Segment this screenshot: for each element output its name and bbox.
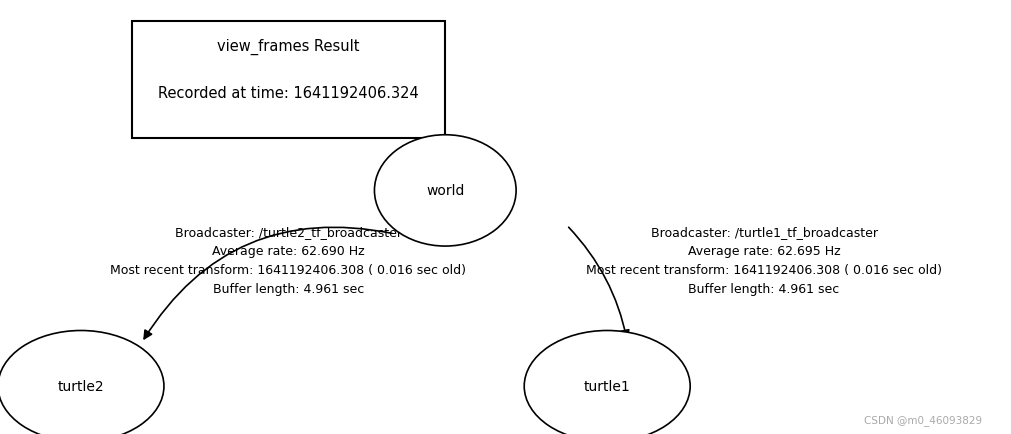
FancyBboxPatch shape — [131, 22, 445, 139]
Text: CSDN @m0_46093829: CSDN @m0_46093829 — [862, 414, 981, 425]
Text: turtle2: turtle2 — [58, 379, 104, 393]
Text: world: world — [426, 184, 464, 198]
FancyArrowPatch shape — [568, 228, 628, 339]
Text: Broadcaster: /turtle1_tf_broadcaster
Average rate: 62.695 Hz
Most recent transfo: Broadcaster: /turtle1_tf_broadcaster Ave… — [585, 226, 941, 295]
Ellipse shape — [0, 331, 164, 434]
Ellipse shape — [374, 135, 516, 247]
Ellipse shape — [524, 331, 690, 434]
Text: Recorded at time: 1641192406.324: Recorded at time: 1641192406.324 — [158, 86, 419, 101]
Text: Broadcaster: /turtle2_tf_broadcaster
Average rate: 62.690 Hz
Most recent transfo: Broadcaster: /turtle2_tf_broadcaster Ave… — [110, 226, 466, 295]
Text: turtle1: turtle1 — [583, 379, 630, 393]
FancyArrowPatch shape — [144, 228, 391, 339]
Text: view_frames Result: view_frames Result — [217, 39, 359, 55]
